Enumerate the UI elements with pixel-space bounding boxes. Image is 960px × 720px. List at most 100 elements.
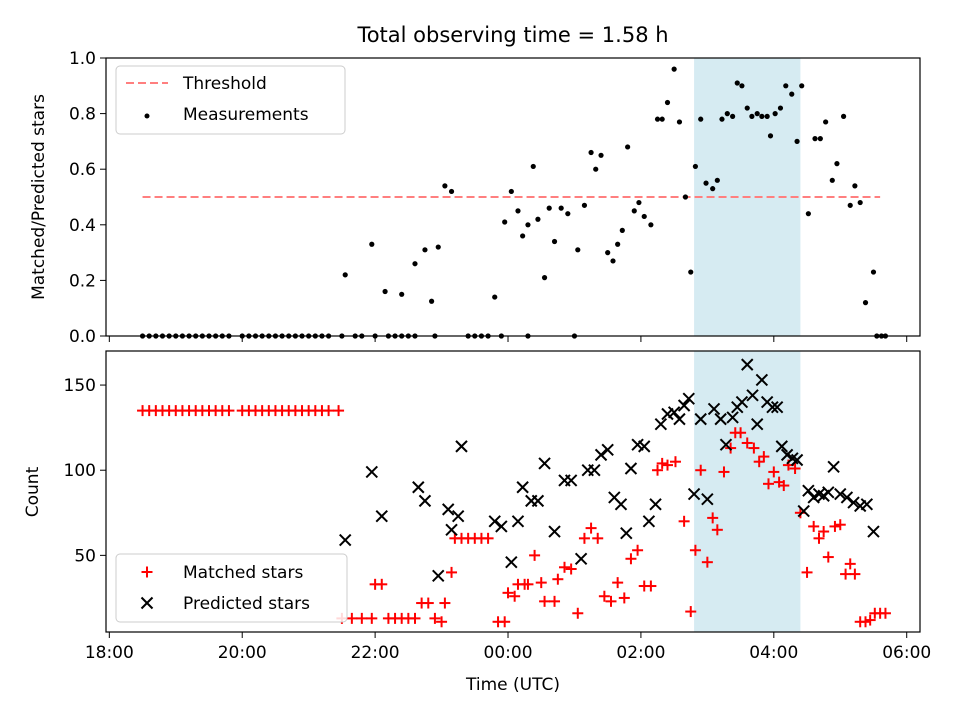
measurement-point	[794, 138, 800, 144]
matched-star-point	[422, 597, 434, 609]
measurement-point	[551, 238, 558, 245]
predicted-star-point	[735, 395, 749, 409]
observing-window-span	[694, 351, 801, 632]
predicted-star-point	[445, 523, 458, 537]
measurement-point	[834, 161, 840, 167]
predicted-star-point	[574, 552, 588, 565]
count-panel: 50 100 150 18:00 20:00 22:00 00:00 02:00 04:00 0…	[23, 350, 931, 663]
matched-star-point	[529, 549, 541, 561]
predicted-star-point	[564, 474, 578, 487]
measurement-point	[588, 149, 594, 156]
predicted-star-point	[867, 525, 880, 538]
predicted-star-point	[654, 418, 668, 431]
measurement-point	[840, 113, 847, 119]
predicted-star-point	[755, 373, 769, 387]
count-axes-frame	[105, 350, 921, 633]
predicted-star-point	[505, 555, 518, 569]
matched-star-point	[829, 520, 841, 532]
y-tick-label: 0.0	[69, 327, 96, 347]
measurement-point	[852, 183, 858, 189]
measurement-point	[605, 250, 611, 256]
ratio-x-ticks	[108, 336, 908, 342]
matched-star-point	[818, 526, 830, 538]
matched-star-point	[768, 466, 780, 478]
y-tick-label: 50	[74, 546, 96, 566]
x-tick-label: 22:00	[351, 643, 400, 663]
matched-star-point	[499, 616, 511, 628]
measurement-point	[448, 188, 455, 195]
measurement-point	[823, 119, 829, 125]
predicted-star-point	[775, 440, 788, 453]
measurement-point	[857, 199, 863, 206]
measurement-point	[764, 113, 770, 119]
ratio-axes-frame	[105, 57, 921, 337]
predicted-star-point	[714, 412, 727, 426]
x-tick-label: 18:00	[85, 643, 134, 663]
matched-star-point	[711, 524, 723, 536]
matched-star-point	[502, 587, 514, 599]
predicted-star-point	[770, 400, 784, 414]
measurement-point	[631, 208, 637, 214]
predicted-star-point	[531, 494, 545, 508]
matched-star-point	[632, 544, 644, 556]
measurement-point	[520, 233, 526, 239]
measurement-point	[789, 91, 795, 97]
measurement-point	[812, 136, 818, 142]
measurement-point	[492, 294, 498, 300]
measurement-point	[641, 213, 647, 220]
matched-star-point	[801, 566, 813, 578]
predicted-star-point	[687, 487, 701, 501]
matched-star-point	[748, 442, 760, 454]
predicted-star-point	[822, 486, 835, 499]
count-y-label: Count	[23, 466, 43, 517]
measurement-point	[698, 116, 704, 122]
y-tick-label: 0.6	[69, 160, 96, 180]
y-tick-label: 0.4	[69, 216, 96, 236]
predicted-star-point	[488, 515, 501, 528]
matched-star-point	[539, 595, 551, 607]
measurement-point	[654, 116, 661, 122]
measurement-point	[805, 211, 811, 217]
predicted-star-point	[516, 481, 529, 494]
matched-star-point	[849, 568, 861, 580]
measurement-point	[724, 111, 730, 117]
predicted-star-point	[538, 457, 551, 470]
predicted-star-point	[455, 440, 468, 453]
matched-star-point	[695, 464, 707, 476]
predicted-star-point	[694, 412, 707, 426]
count-legend: Matched stars Predicted stars	[115, 553, 348, 623]
matched-star-point	[346, 612, 358, 624]
matched-star-point	[356, 612, 368, 624]
predicted-star-point	[451, 509, 465, 523]
predicted-legend-marker	[140, 596, 154, 610]
matched-star-point	[758, 451, 770, 463]
measurement-point	[714, 177, 720, 183]
measurement-point	[530, 163, 536, 170]
ratio-y-label: Matched/Predicted stars	[29, 94, 49, 300]
matched-star-point	[844, 558, 856, 570]
measurement-point	[565, 211, 571, 217]
predicted-star-point	[624, 462, 638, 475]
matched-star-point	[436, 616, 448, 628]
measurement-point	[847, 202, 853, 208]
count-x-ticks: 18:00 20:00 22:00 00:00 02:00 04:00 06:00	[85, 632, 931, 663]
matched-star-point	[535, 577, 547, 589]
matched-star-point	[762, 478, 774, 490]
ratio-y-ticks: 0.0 0.2 0.4 0.6 0.8 1.0	[69, 49, 106, 347]
matched-star-point	[366, 612, 378, 624]
predicted-star-point	[548, 525, 561, 538]
measurements-legend-swatch	[144, 113, 150, 119]
matched-star-point	[741, 437, 753, 449]
matched-star-point	[482, 532, 494, 544]
measurement-point	[719, 116, 725, 122]
measurement-point	[744, 105, 750, 111]
predicted-star-point	[412, 481, 425, 494]
measurement-point	[749, 113, 755, 119]
measurement-point	[369, 241, 375, 247]
measurement-point	[817, 136, 823, 142]
matched-star-point	[701, 556, 713, 568]
measurement-point	[508, 188, 514, 195]
matched-star-point	[822, 551, 834, 563]
matched-star-point	[689, 544, 701, 556]
